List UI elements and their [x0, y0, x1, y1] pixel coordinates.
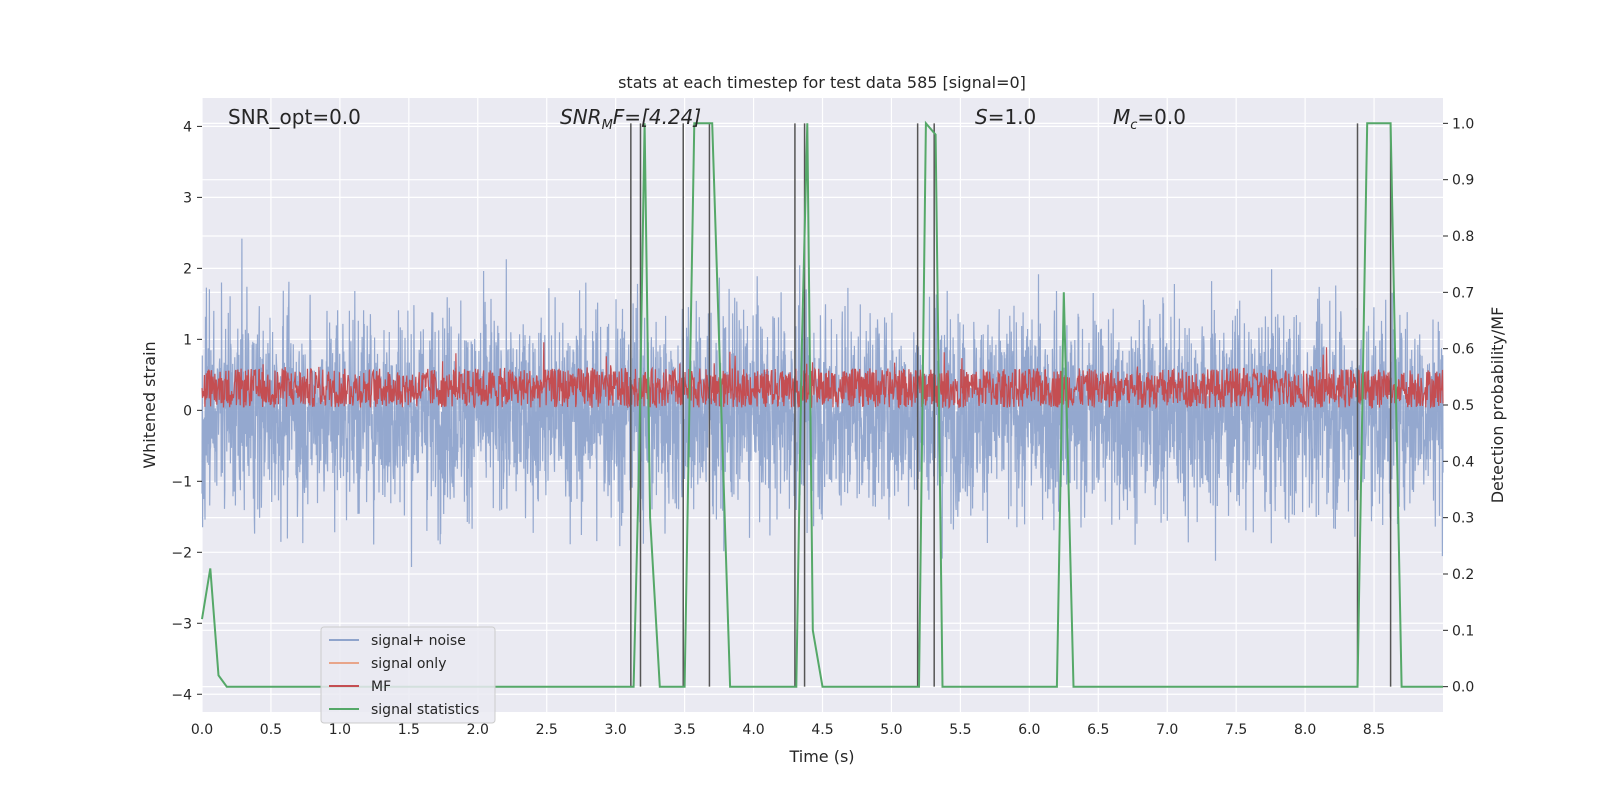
x-tick-label: 5.0	[880, 722, 902, 738]
y-tick-label: 0	[183, 403, 192, 419]
y2-tick-label: 0.3	[1452, 511, 1474, 527]
mf-line	[201, 342, 1444, 410]
x-tick-label: 8.0	[1294, 722, 1316, 738]
x-tick-label: 1.5	[398, 722, 420, 738]
x-tick-label: 2.5	[536, 722, 558, 738]
x-axis-ticks: 0.0 0.5 1.0 1.5 2.0 2.5 3.0 3.5 4.0 4.5 5.0 5.5 6.0 6…	[191, 722, 1385, 738]
annotation-snr-mf: SNRMF=[4.24]	[560, 105, 701, 133]
x-tick-label: 7.5	[1225, 722, 1247, 738]
x-tick-label: 3.0	[605, 722, 627, 738]
y-tick-label: 3	[183, 190, 192, 206]
y2-axis-ticks: 1.0 0.9 0.8 0.7 0.6 0.5 0.4 0.3 0.2 0.1 0.0	[1443, 116, 1474, 696]
y2-tick-label: 0.4	[1452, 454, 1474, 470]
chart-title: stats at each timestep for test data 585…	[618, 73, 1026, 92]
y-tick-label: 2	[183, 261, 192, 277]
signal-noise-series	[201, 238, 1444, 568]
x-tick-label: 4.0	[742, 722, 764, 738]
legend-label-signal-statistics: signal statistics	[371, 702, 479, 718]
y-axis-ticks: 4 3 2 1 0 −1 −2 −3 −4	[171, 119, 202, 703]
mf-series	[201, 342, 1444, 410]
y-tick-label: −4	[171, 687, 192, 703]
signal-statistics-line	[201, 120, 1443, 688]
legend-label-mf: MF	[371, 679, 391, 695]
y-tick-label: −3	[171, 616, 192, 632]
x-tick-label: 1.0	[329, 722, 351, 738]
y-tick-label: 4	[183, 119, 192, 135]
x-axis-label: Time (s)	[788, 747, 854, 766]
annotation-snr-opt: SNR_opt=0.0	[228, 105, 361, 129]
y2-tick-label: 0.1	[1452, 623, 1474, 639]
legend-box	[320, 626, 496, 724]
y2-tick-label: 0.9	[1452, 173, 1474, 189]
y-tick-label: 1	[183, 332, 192, 348]
x-tick-label: 6.5	[1087, 722, 1109, 738]
y2-tick-label: 1.0	[1452, 116, 1474, 132]
x-tick-label: 6.0	[1018, 722, 1040, 738]
y2-tick-label: 0.7	[1452, 285, 1474, 301]
x-tick-label: 0.5	[260, 722, 282, 738]
annotation-mc: Mc=0.0	[1113, 105, 1186, 133]
y2-tick-label: 0.8	[1452, 229, 1474, 245]
y2-tick-label: 0.2	[1452, 567, 1474, 583]
y2-tick-label: 0.0	[1452, 680, 1474, 696]
signal-statistics-series	[201, 120, 1443, 688]
y-tick-label: −1	[171, 474, 192, 490]
signal-noise-line	[201, 238, 1444, 568]
x-tick-label: 0.0	[191, 722, 213, 738]
y2-axis-label: Detection probability/MF	[1488, 307, 1507, 504]
y-axis-label: Whitened strain	[140, 341, 159, 468]
y2-tick-label: 0.6	[1452, 342, 1474, 358]
y-tick-label: −2	[171, 545, 192, 561]
x-tick-label: 8.5	[1363, 722, 1385, 738]
legend-label-signal-noise: signal+ noise	[371, 633, 466, 649]
x-tick-label: 7.0	[1156, 722, 1178, 738]
grid	[201, 98, 1443, 712]
x-tick-label: 5.5	[949, 722, 971, 738]
y2-tick-label: 0.5	[1452, 398, 1474, 414]
x-tick-label: 4.5	[811, 722, 833, 738]
x-tick-label: 2.0	[467, 722, 489, 738]
x-tick-label: 3.5	[673, 722, 695, 738]
annotation-s: S=1.0	[975, 105, 1036, 129]
legend: signal+ noise signal only MF signal stat…	[320, 626, 496, 724]
legend-label-signal-only: signal only	[371, 656, 446, 672]
